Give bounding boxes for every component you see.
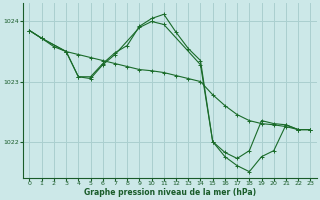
X-axis label: Graphe pression niveau de la mer (hPa): Graphe pression niveau de la mer (hPa)	[84, 188, 256, 197]
